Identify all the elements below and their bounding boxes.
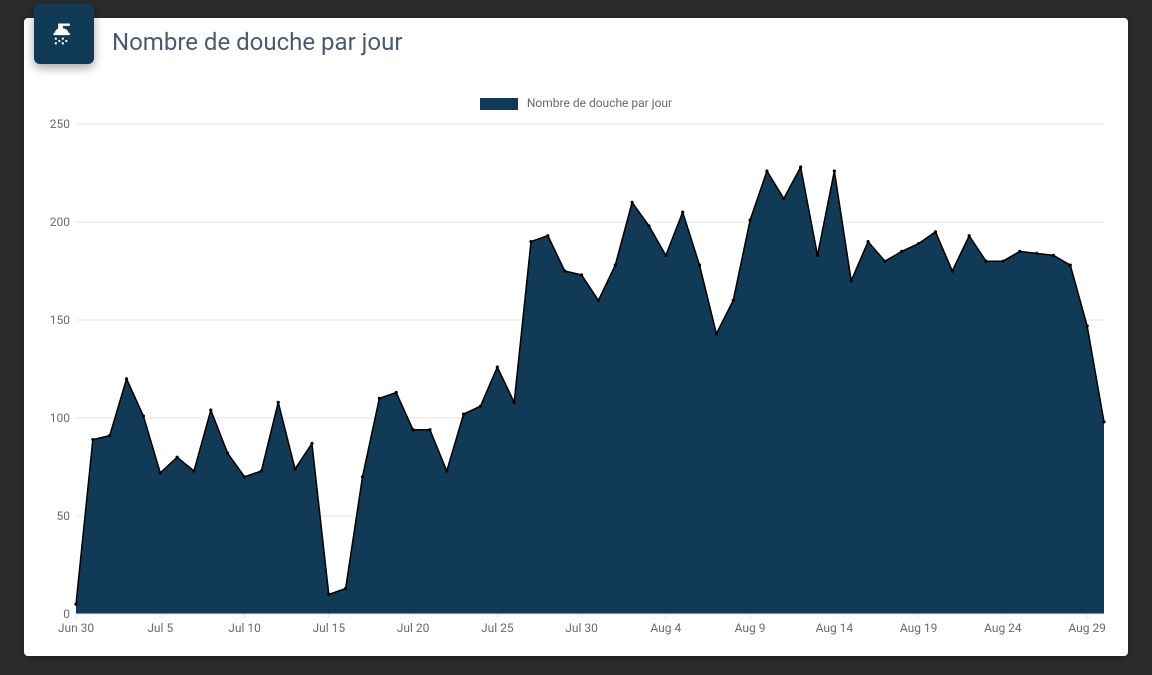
svg-text:Aug 19: Aug 19 <box>900 621 938 635</box>
svg-text:100: 100 <box>50 411 70 425</box>
area-chart[interactable]: 0 50 100 150 200 250 Jun 30 Jul 5 Jul 10 Jul 15 Ju… <box>40 96 1112 640</box>
svg-text:Jul 30: Jul 30 <box>565 621 598 635</box>
svg-text:200: 200 <box>50 215 70 229</box>
svg-text:Jun 30: Jun 30 <box>58 621 95 635</box>
svg-text:Aug 24: Aug 24 <box>984 621 1022 635</box>
svg-text:50: 50 <box>57 509 71 523</box>
svg-text:250: 250 <box>50 117 70 131</box>
legend-label: Nombre de douche par jour <box>527 96 672 110</box>
chart-container: Nombre de douche par jour 0 50 100 150 200 25… <box>40 96 1112 640</box>
svg-text:Jul 20: Jul 20 <box>397 621 430 635</box>
svg-text:Jul 10: Jul 10 <box>228 621 261 635</box>
svg-text:Aug 29: Aug 29 <box>1068 621 1106 635</box>
chart-card: Nombre de douche par jour Nombre de douc… <box>24 18 1128 656</box>
svg-text:Jul 25: Jul 25 <box>481 621 514 635</box>
svg-text:Aug 4: Aug 4 <box>650 621 681 635</box>
legend-swatch <box>480 98 518 110</box>
shower-icon <box>50 20 78 48</box>
svg-text:150: 150 <box>50 313 70 327</box>
svg-text:0: 0 <box>63 607 70 621</box>
svg-text:Jul 5: Jul 5 <box>147 621 173 635</box>
svg-text:Aug 14: Aug 14 <box>816 621 854 635</box>
card-icon-badge <box>34 4 94 64</box>
chart-legend[interactable]: Nombre de douche par jour <box>40 96 1112 110</box>
svg-text:Jul 15: Jul 15 <box>312 621 345 635</box>
svg-text:Aug 9: Aug 9 <box>735 621 766 635</box>
card-title: Nombre de douche par jour <box>112 28 402 56</box>
